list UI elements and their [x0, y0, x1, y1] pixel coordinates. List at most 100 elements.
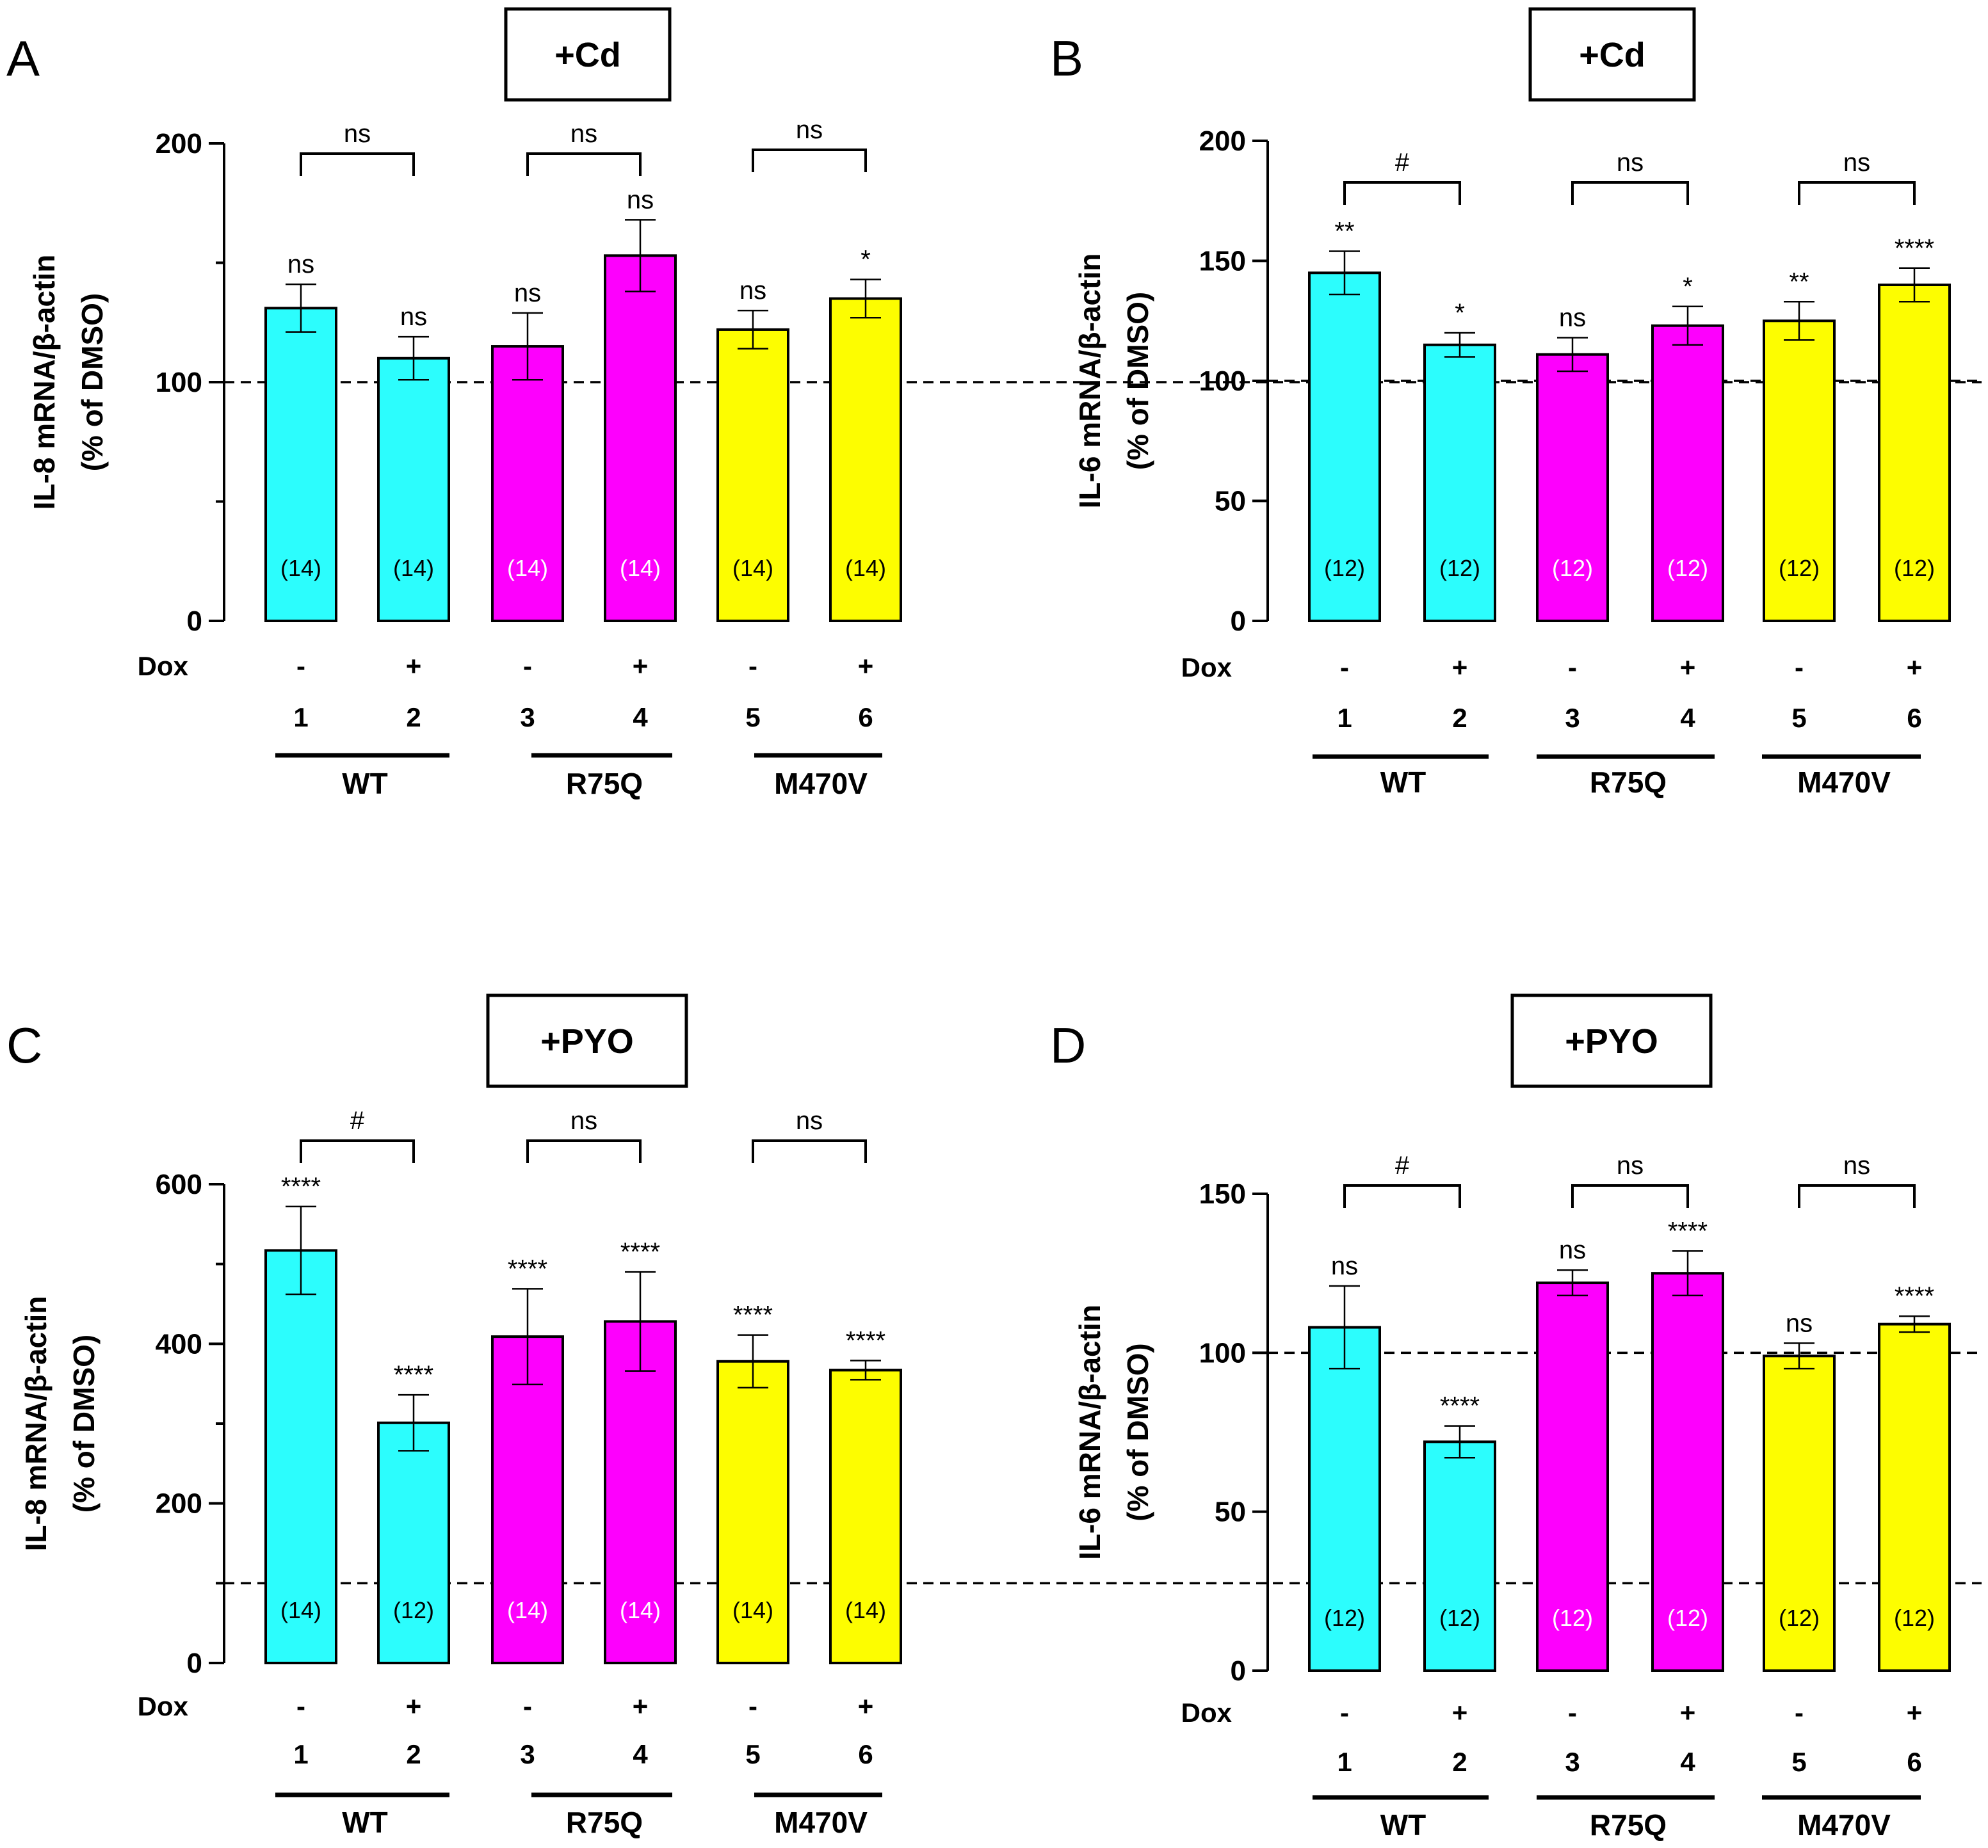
n-label: (12): [1667, 1605, 1708, 1631]
treatment-label: +Cd: [1579, 36, 1645, 74]
group-label: M470V: [1797, 766, 1891, 799]
bar: [1536, 353, 1609, 622]
comparison-bracket: [1571, 181, 1689, 205]
lane-number: 2: [406, 1739, 421, 1769]
significance-label: ****: [1440, 1392, 1480, 1420]
y-axis-subtitle: (% of DMSO): [76, 293, 109, 472]
n-label: (14): [507, 1597, 548, 1623]
significance-label: ns: [1786, 1309, 1813, 1337]
dox-sign: -: [1795, 652, 1804, 682]
chart-panel-c: C +PYO IL-8 mRNA/β-actin (% of DMSO) (14) ***…: [6, 993, 1982, 1839]
lane-number: 1: [293, 702, 308, 732]
comparison-significance: ns: [1843, 149, 1870, 177]
significance-label: **: [1334, 218, 1354, 246]
significance-label: ns: [1559, 304, 1586, 332]
comparison-bracket: [1798, 1184, 1916, 1208]
lane-number: 2: [406, 702, 421, 732]
n-label: (12): [1894, 555, 1935, 581]
significance-label: ****: [620, 1238, 660, 1266]
group-label: M470V: [774, 767, 868, 800]
significance-label: ****: [846, 1327, 885, 1355]
n-label: (14): [280, 1597, 321, 1623]
n-label: (12): [1779, 1605, 1820, 1631]
significance-label: *: [1683, 273, 1693, 301]
comparison-significance: #: [350, 1107, 365, 1135]
significance-label: *: [1455, 299, 1465, 327]
dox-sign: +: [1680, 1698, 1696, 1728]
bar: [377, 357, 450, 622]
lane-number: 5: [745, 1739, 760, 1769]
comparison-significance: ns: [570, 120, 597, 148]
y-axis-title: IL-8 mRNA/β-actin: [28, 255, 61, 510]
n-label: (12): [393, 1597, 434, 1623]
comparison-significance: ns: [344, 120, 371, 148]
comparison-significance: #: [1395, 1152, 1410, 1180]
bar: [716, 328, 789, 622]
significance-label: ns: [627, 186, 654, 214]
chart-panel-a: A +Cd IL-8 mRNA/β-actin (% of DMSO) (14) ns - 1…: [6, 7, 1982, 800]
n-label: (12): [1439, 1605, 1480, 1631]
significance-label: **: [1789, 268, 1809, 296]
panel-letter: B: [1050, 30, 1083, 86]
significance-label: ****: [1895, 234, 1934, 262]
dox-sign: -: [748, 1691, 757, 1721]
bar: [264, 1249, 337, 1665]
lane-number: 5: [745, 702, 760, 732]
n-label: (14): [280, 555, 321, 581]
comparison-significance: ns: [1617, 1152, 1644, 1180]
dox-sign: -: [523, 1691, 532, 1721]
significance-label: ****: [508, 1255, 547, 1283]
comparison-significance: ns: [796, 1107, 823, 1135]
bar: [716, 1360, 789, 1664]
bar: [1651, 324, 1724, 622]
panel-letter: A: [6, 30, 40, 86]
dox-sign: +: [1452, 652, 1468, 682]
n-label: (12): [1324, 555, 1365, 581]
group-label: WT: [1380, 766, 1426, 799]
dox-sign: +: [1680, 652, 1696, 682]
y-tick-label: 100: [156, 367, 202, 398]
significance-label: ns: [400, 303, 427, 331]
treatment-label: +PYO: [1565, 1022, 1658, 1061]
bar: [1308, 1326, 1381, 1673]
dox-label: Dox: [1181, 1698, 1232, 1728]
bar: [491, 1335, 564, 1664]
n-label: (12): [1552, 1605, 1593, 1631]
dox-sign: +: [1907, 652, 1923, 682]
significance-label: ****: [1895, 1282, 1934, 1310]
comparison-significance: ns: [570, 1107, 597, 1135]
n-label: (12): [1779, 555, 1820, 581]
lane-number: 6: [858, 1739, 873, 1769]
n-label: (12): [1552, 555, 1593, 581]
treatment-box: [486, 993, 688, 1088]
y-axis-subtitle: (% of DMSO): [1121, 292, 1154, 470]
y-axis-title: IL-8 mRNA/β-actin: [19, 1296, 53, 1552]
lane-number: 3: [1565, 1747, 1580, 1777]
comparison-bracket: [1343, 181, 1461, 205]
y-tick-label: 150: [1199, 246, 1246, 277]
lane-number: 4: [633, 1739, 648, 1769]
lane-number: 1: [1337, 1747, 1352, 1777]
bar: [1423, 1440, 1496, 1672]
significance-label: *: [861, 246, 871, 274]
dox-sign: -: [523, 651, 532, 681]
significance-label: ****: [281, 1173, 321, 1201]
dox-sign: -: [296, 651, 305, 681]
bar: [491, 345, 564, 622]
lane-number: 3: [1565, 703, 1580, 733]
significance-label: ns: [1559, 1236, 1586, 1264]
dox-sign: -: [1568, 1698, 1577, 1728]
chart-panel-d: D +PYO IL-6 mRNA/β-actin (% of DMSO) (12) ns -…: [1050, 993, 1982, 1842]
bar: [1308, 271, 1381, 622]
lane-number: 5: [1791, 703, 1806, 733]
dox-sign: -: [296, 1691, 305, 1721]
dox-sign: +: [1907, 1698, 1923, 1728]
y-tick-label: 200: [156, 1488, 202, 1520]
significance-label: ns: [287, 250, 314, 278]
group-label: M470V: [1797, 1808, 1891, 1842]
comparison-significance: ns: [1843, 1152, 1870, 1180]
n-label: (14): [732, 1597, 773, 1623]
group-label: R75Q: [566, 1806, 643, 1839]
lane-number: 3: [520, 1739, 535, 1769]
